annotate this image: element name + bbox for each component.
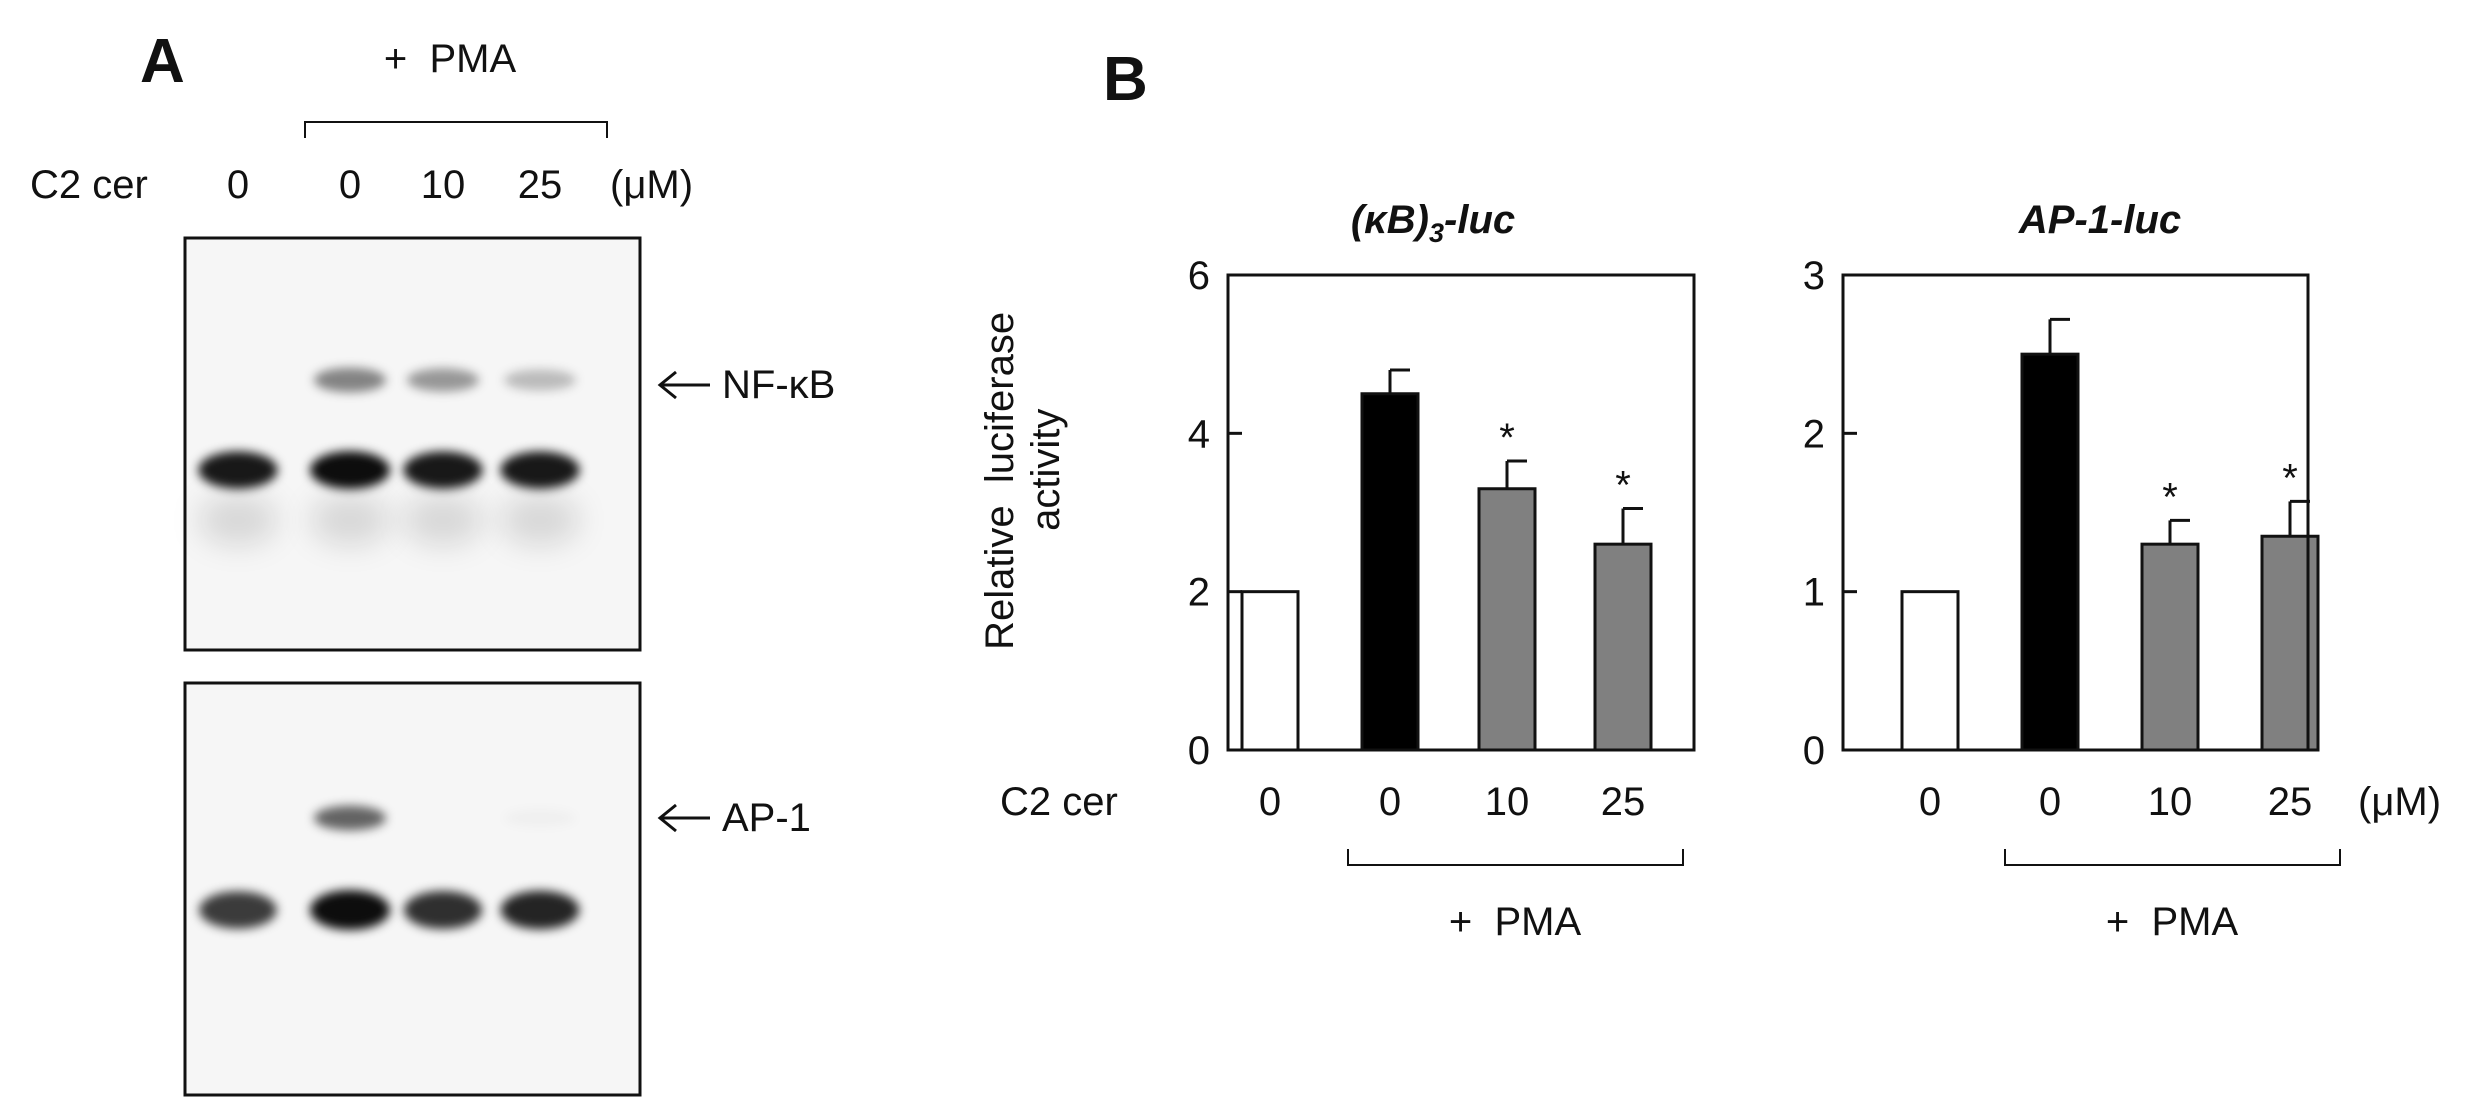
panel-b-ylabel-line2: activity [1024,409,1068,531]
panel-a: A + PMA C2 cer 0 0 10 25 (μM) NF-κB AP-1 [30,27,835,1097]
chart-ap1-luc-x-labels: 0 0 10 25 [1919,780,2312,824]
significance-marker: * [2282,456,2298,500]
gel-nfkb-frame [183,236,642,652]
arrow-nfkb-icon [657,370,710,400]
y-tick-label: 0 [1188,729,1210,773]
gel-smear [310,494,390,546]
panel-a-label: A [140,27,185,96]
panel-a-lane-labels: 0 0 10 25 [227,163,562,207]
gel-specific-band [407,368,479,392]
chart-ap1-luc-title: AP-1-luc [2018,198,2181,242]
gel-smear [198,494,278,546]
gel-ap1-bands [199,805,580,930]
x-tick-label: 10 [1485,780,1530,824]
x-tick-label: 25 [2268,780,2313,824]
gel-specific-band [314,367,386,393]
chart-ap1-luc-frame [1841,273,2310,752]
gel-nonspecific-band [500,890,580,930]
gel-specific-band [504,369,576,391]
bar [1240,590,1300,752]
chart-ap1-luc-y-ticks: 0 1 2 3 [1803,254,1857,773]
panel-a-lane-label: 0 [339,163,361,207]
panel-b-label: B [1103,45,1148,114]
chart-ap1-luc-pma-label: + PMA [2106,900,2239,944]
bar [1477,487,1537,752]
panel-a-pma-bracket [304,121,608,138]
gel-nonspecific-band [199,891,277,929]
gel-specific-band [504,809,576,826]
bar [2140,542,2200,752]
bar [1593,542,1653,752]
bar [1900,590,1960,752]
panel-a-row-label: C2 cer [30,163,148,207]
panel-a-lane-label: 10 [421,163,466,207]
gel-ap1: AP-1 [183,681,811,1097]
gel-smear [500,494,580,546]
bar [1360,392,1420,752]
chart-kb3-luc-bars: ** [1240,368,1653,752]
y-tick-label: 0 [1803,729,1825,773]
gel-ap1-frame [183,681,642,1097]
significance-marker: * [2162,475,2178,519]
x-tick-label: 10 [2148,780,2193,824]
chart-kb3-luc-pma-bracket [1347,849,1684,866]
y-tick-label: 6 [1188,254,1210,298]
gel-nfkb: NF-κB [183,236,835,652]
y-tick-label: 1 [1803,571,1825,615]
panel-b-row-label: C2 cer [1000,780,1118,824]
bar [2260,534,2320,752]
y-tick-label: 4 [1188,412,1210,456]
x-tick-label: 0 [1919,780,1941,824]
gel-nfkb-band-label: NF-κB [722,363,835,407]
bar [2020,352,2080,752]
x-tick-label: 25 [1601,780,1646,824]
chart-kb3-luc-pma-label: + PMA [1449,900,1582,944]
gel-nonspecific-band [403,890,483,930]
panel-a-unit: (μM) [610,163,693,207]
panel-a-pma-header: + PMA [384,37,517,81]
chart-kb3-luc-title: (κB)3-luc [1351,198,1515,248]
chart-ap1-luc-pma-bracket [2004,849,2341,866]
y-tick-label: 3 [1803,254,1825,298]
gel-smear [403,494,483,546]
gel-nonspecific-band [310,890,390,930]
panel-b-unit: (μM) [2358,780,2441,824]
gel-nonspecific-band [500,451,580,489]
gel-nonspecific-band [198,451,278,489]
gel-specific-band [314,805,386,831]
significance-marker: * [1615,464,1631,508]
chart-kb3-luc-frame [1226,273,1696,752]
chart-ap1-luc-bars: * * [1900,317,2320,752]
panel-a-lane-label: 0 [227,163,249,207]
panel-b-ylabel: Relative luciferase activity [978,234,1068,650]
gel-nfkb-bands [198,367,580,546]
arrow-ap1-icon [657,803,710,833]
gel-nonspecific-band [310,451,390,489]
chart-kb3-luc-x-labels: 0 0 10 25 [1259,780,1645,824]
panel-b: B Relative luciferase activity (κB)3-luc… [978,45,2441,944]
chart-kb3-luc-y-ticks: 0 2 4 6 [1188,254,1242,773]
panel-b-ylabel-line1: Relative luciferase [978,312,1022,650]
panel-a-lane-label: 25 [518,163,563,207]
gel-ap1-band-label: AP-1 [722,796,811,840]
x-tick-label: 0 [1259,780,1281,824]
y-tick-label: 2 [1803,412,1825,456]
x-tick-label: 0 [1379,780,1401,824]
x-tick-label: 0 [2039,780,2061,824]
y-tick-label: 2 [1188,571,1210,615]
significance-marker: * [1499,416,1515,460]
gel-nonspecific-band [403,451,483,489]
